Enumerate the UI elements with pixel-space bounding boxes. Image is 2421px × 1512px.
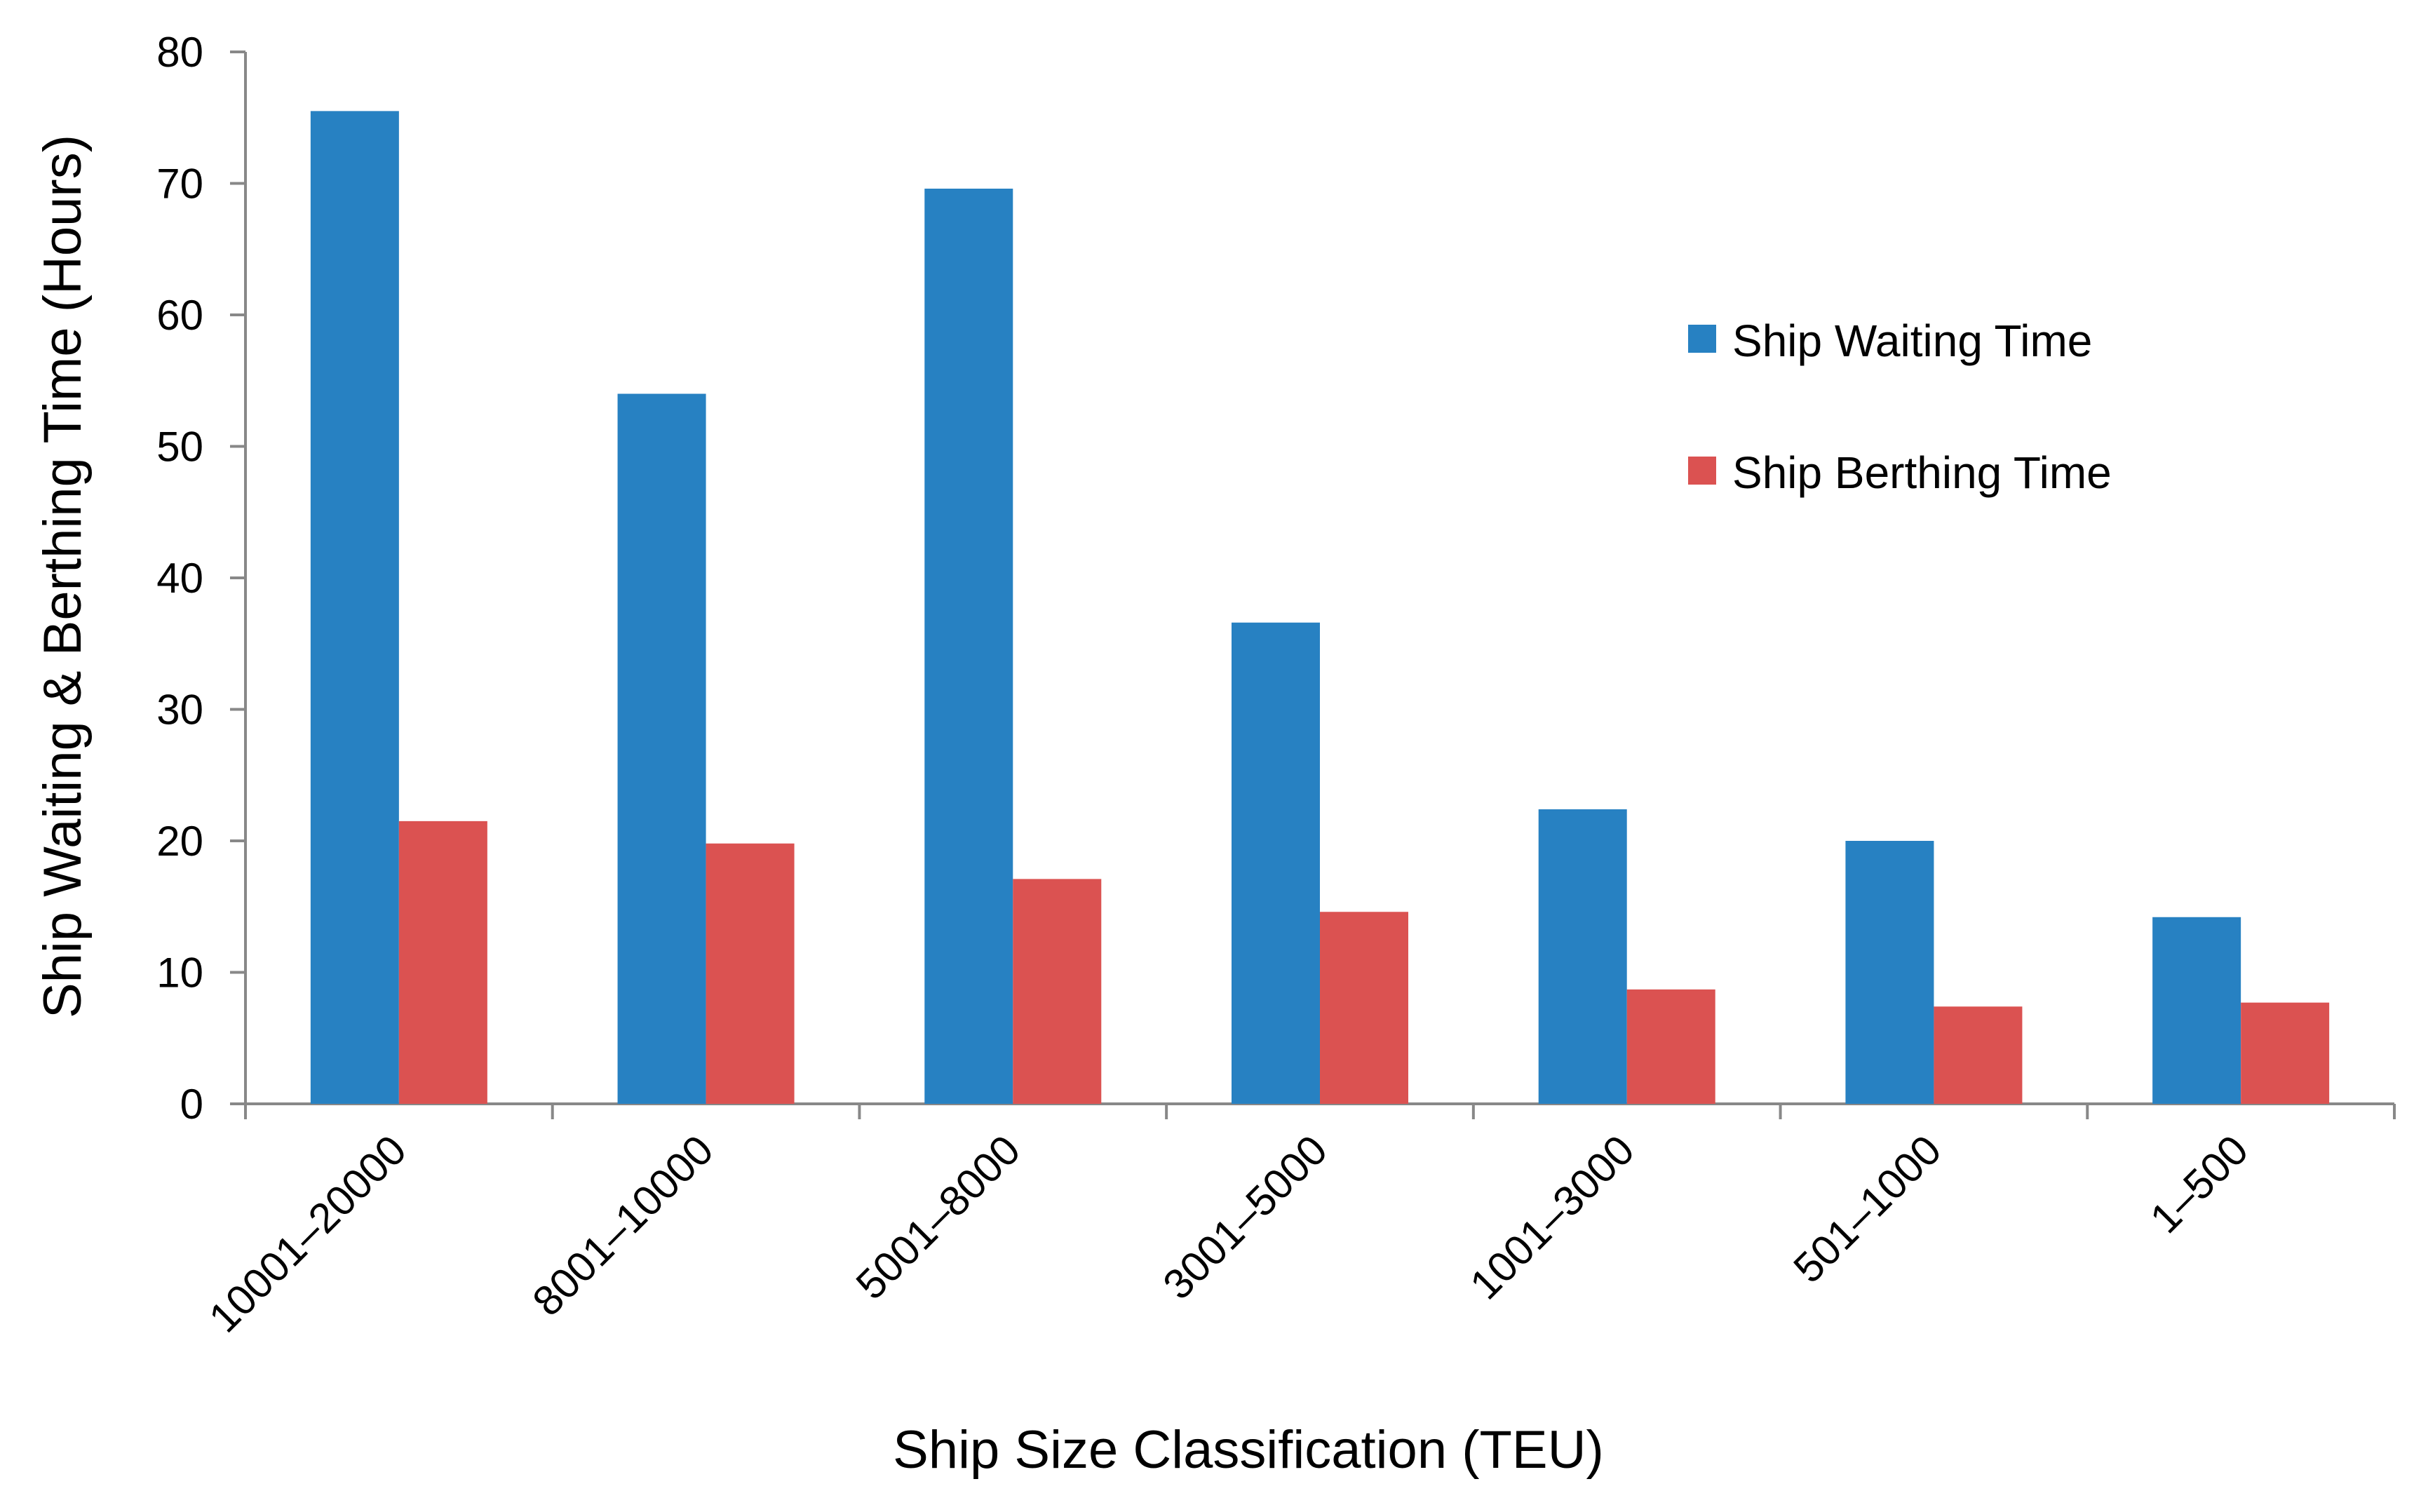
x-tick-labels: 10001–20000 8001–10000 5001–8000 3001–5000 1… xyxy=(200,1126,2257,1342)
bar-berthing-time xyxy=(1013,879,1102,1104)
x-tick-label: 1–500 xyxy=(2141,1126,2257,1242)
x-tick-label: 501–1000 xyxy=(1784,1126,1950,1292)
bar-berthing-time xyxy=(2241,1002,2330,1104)
bar-waiting-time xyxy=(1232,622,1320,1104)
legend-label-berthing: Ship Berthing Time xyxy=(1732,447,2112,498)
y-tick-label: 10 xyxy=(156,950,203,997)
y-tick-labels: 0 10 20 30 40 50 60 70 80 xyxy=(156,29,203,1128)
bar-waiting-time xyxy=(1538,809,1627,1104)
y-tick-label: 50 xyxy=(156,424,203,471)
bar-berthing-time xyxy=(398,821,487,1104)
x-axis-title: Ship Size Classification (TEU) xyxy=(893,1420,1604,1480)
bar-berthing-time xyxy=(706,843,795,1104)
x-ticks xyxy=(244,1104,2396,1119)
bar-berthing-time xyxy=(1626,989,1715,1104)
legend-label-waiting: Ship Waiting Time xyxy=(1732,316,2092,366)
x-tick-label: 3001–5000 xyxy=(1154,1126,1336,1309)
y-tick-label: 60 xyxy=(156,292,203,339)
x-tick-label: 8001–10000 xyxy=(523,1126,722,1325)
bars xyxy=(310,111,2330,1104)
legend-swatch-waiting xyxy=(1688,325,1716,353)
y-tick-label: 20 xyxy=(156,818,203,865)
x-tick-label: 10001–20000 xyxy=(200,1126,415,1342)
bar-berthing-time xyxy=(1934,1006,2023,1104)
x-tick-label: 1001–3000 xyxy=(1461,1126,1643,1309)
y-tick-label: 30 xyxy=(156,687,203,734)
y-tick-label: 40 xyxy=(156,555,203,602)
x-tick-label: 5001–8000 xyxy=(847,1126,1030,1309)
bar-waiting-time xyxy=(310,111,399,1104)
y-tick-label: 0 xyxy=(180,1081,203,1128)
bar-berthing-time xyxy=(1320,912,1408,1104)
legend-swatch-berthing xyxy=(1688,457,1716,485)
bar-waiting-time xyxy=(1845,841,1934,1104)
y-tick-label: 70 xyxy=(156,161,203,208)
y-ticks xyxy=(230,50,245,1105)
y-axis-title: Ship Waiting & Berthing Time (Hours) xyxy=(33,135,93,1018)
bar-waiting-time xyxy=(924,189,1013,1104)
bar-waiting-time xyxy=(2152,917,2241,1104)
bar-waiting-time xyxy=(617,393,706,1104)
y-tick-label: 80 xyxy=(156,29,203,76)
legend: Ship Waiting Time Ship Berthing Time xyxy=(1688,316,2112,498)
